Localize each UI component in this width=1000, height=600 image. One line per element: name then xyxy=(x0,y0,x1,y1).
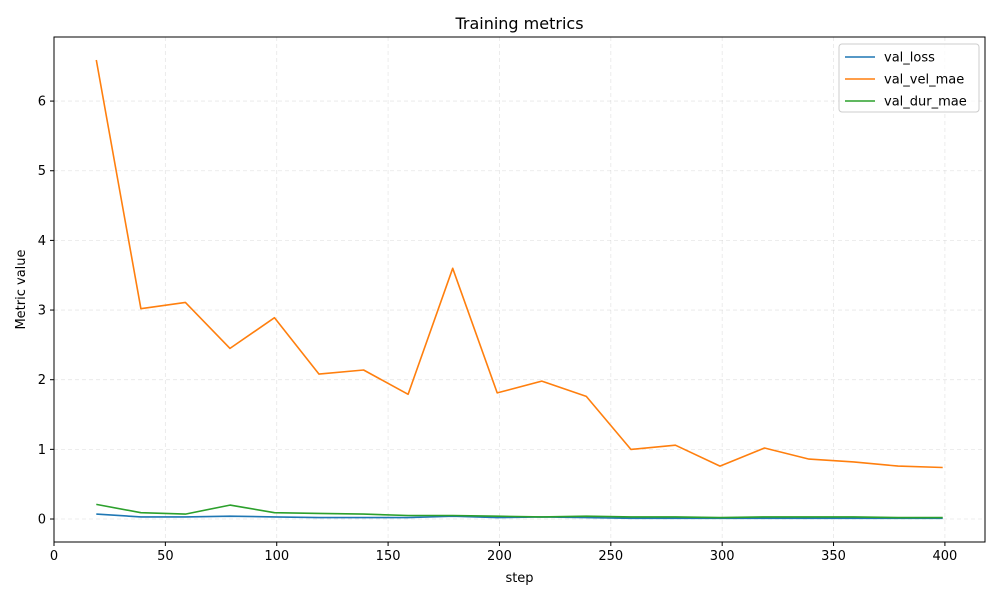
x-tick-label: 200 xyxy=(487,549,512,564)
series-line-val-dur-mae xyxy=(96,503,943,519)
x-tick-label: 0 xyxy=(50,549,58,564)
chart-title: Training metrics xyxy=(454,14,583,33)
legend-label-val-loss: val_loss xyxy=(884,51,935,66)
legend-label-val-dur-mae: val_dur_mae xyxy=(884,95,967,110)
y-tick-label: 2 xyxy=(38,373,46,388)
y-tick-label: 6 xyxy=(38,95,46,110)
y-axis-label: Metric value xyxy=(14,249,29,329)
x-tick-label: 100 xyxy=(264,549,289,564)
x-tick-label: 350 xyxy=(821,549,846,564)
legend: val_loss val_vel_mae val_dur_mae xyxy=(838,43,980,113)
x-tick-label: 250 xyxy=(598,549,623,564)
y-tick-label: 4 xyxy=(38,234,46,249)
y-tick-label: 1 xyxy=(38,443,46,458)
y-tick-label: 0 xyxy=(38,513,46,528)
y-tick-label: 5 xyxy=(38,164,46,179)
x-tick-label: 50 xyxy=(157,549,174,564)
plot-frame xyxy=(53,36,986,543)
series-line-val-vel-mae xyxy=(95,59,943,469)
x-tick-label: 300 xyxy=(710,549,735,564)
series-layer xyxy=(95,59,943,520)
tick-layer: 0 50 100 150 200 250 300 350 400 0 1 2 3 4 5 6 xyxy=(38,95,958,564)
y-tick-label: 3 xyxy=(38,304,46,319)
legend-box xyxy=(838,43,980,113)
x-axis-label: step xyxy=(505,571,533,586)
legend-label-val-vel-mae: val_vel_mae xyxy=(884,73,964,88)
grid-layer xyxy=(53,37,985,542)
x-tick-label: 400 xyxy=(932,549,957,564)
x-tick-label: 150 xyxy=(376,549,401,564)
